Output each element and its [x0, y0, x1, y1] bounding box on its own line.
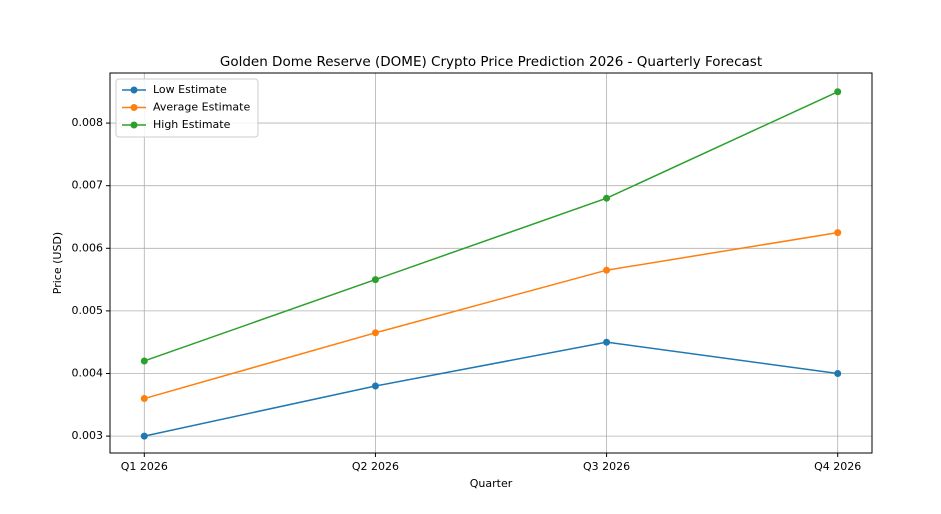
point	[371, 382, 379, 390]
point	[140, 432, 148, 440]
legend-label: Average Estimate	[153, 101, 250, 114]
point	[834, 229, 842, 237]
y-tick-label: 0.007	[72, 179, 104, 192]
x-tick-label: Q3 2026	[583, 460, 630, 473]
x-tick-label: Q1 2026	[121, 460, 168, 473]
point	[603, 194, 611, 202]
point	[140, 395, 148, 403]
point	[603, 338, 611, 346]
line	[144, 341, 838, 437]
point	[834, 88, 842, 96]
y-tick-label: 0.008	[72, 116, 104, 129]
y-axis-label: Price (USD)	[51, 232, 64, 294]
chart-title: Golden Dome Reserve (DOME) Crypto Price …	[220, 54, 762, 70]
point	[603, 266, 611, 274]
y-tick-label: 0.003	[72, 429, 104, 442]
legend-label: Low Estimate	[153, 83, 227, 96]
point	[834, 369, 842, 377]
y-tick-label: 0.004	[72, 366, 104, 379]
legend-marker	[130, 86, 138, 94]
line	[144, 231, 838, 400]
x-tick-label: Q2 2026	[352, 460, 399, 473]
legend-label: High Estimate	[153, 118, 231, 131]
plot-frame	[109, 72, 873, 454]
legend-box	[115, 78, 259, 138]
x-tick-label: Q4 2026	[814, 460, 861, 473]
x-axis-label: Quarter	[470, 477, 513, 490]
legend-marker	[130, 121, 138, 129]
y-tick-label: 0.006	[72, 241, 104, 254]
y-tick-label: 0.005	[72, 304, 104, 317]
point	[371, 276, 379, 284]
line	[144, 91, 839, 362]
legend-marker	[130, 104, 138, 111]
point	[140, 357, 148, 365]
point	[371, 329, 379, 337]
